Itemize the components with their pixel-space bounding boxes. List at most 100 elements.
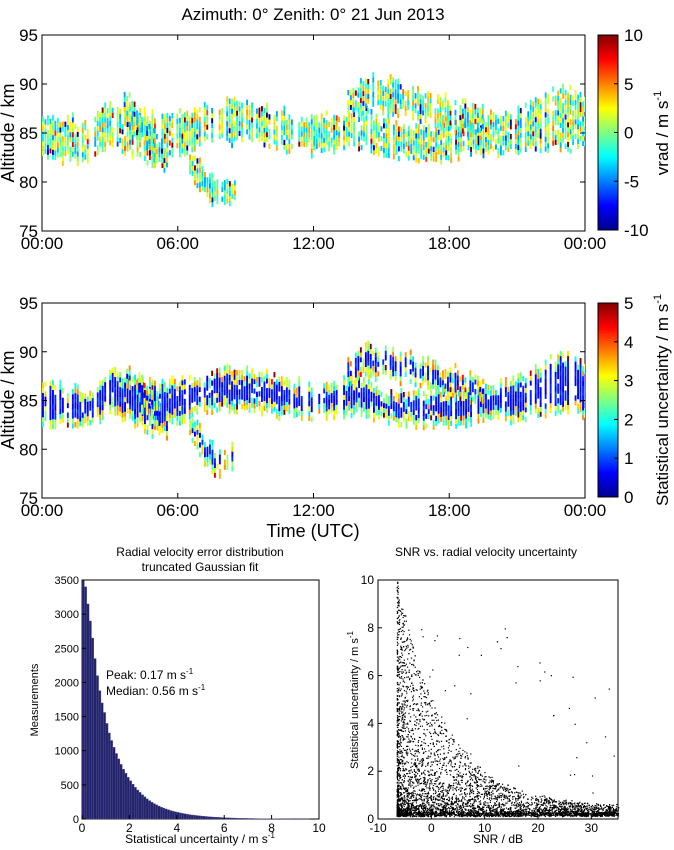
scatter-point: [448, 745, 450, 747]
data-cell: [121, 383, 124, 389]
data-cell: [343, 409, 345, 415]
data-cell: [298, 126, 301, 132]
data-cell: [305, 137, 308, 143]
data-cell: [258, 132, 261, 138]
data-cell: [439, 106, 442, 112]
data-cell: [562, 396, 564, 402]
data-cell: [228, 127, 231, 134]
data-cell: [138, 397, 141, 403]
data-cell: [189, 429, 191, 436]
data-cell: [171, 113, 174, 119]
data-cell: [71, 136, 74, 143]
data-cell: [372, 91, 375, 97]
data-cell: [462, 390, 465, 397]
data-cell: [529, 138, 532, 145]
data-cell: [42, 141, 44, 147]
histogram-bar: [197, 815, 201, 820]
scatter-point: [403, 727, 405, 729]
data-cell: [350, 383, 353, 389]
histogram-bar: [150, 801, 154, 820]
data-cell: [285, 382, 288, 388]
data-cell: [141, 399, 143, 405]
data-cell: [365, 125, 368, 131]
data-cell: [214, 190, 216, 197]
data-cell: [509, 133, 512, 140]
data-cell: [315, 143, 318, 150]
data-cell: [261, 386, 263, 393]
scatter-point: [535, 795, 537, 797]
data-cell: [129, 114, 131, 121]
data-cell: [86, 411, 89, 417]
data-cell: [562, 88, 564, 94]
data-cell: [94, 117, 97, 123]
data-cell: [569, 133, 572, 140]
data-cell: [490, 410, 492, 416]
data-cell: [325, 406, 328, 412]
data-cell: [354, 362, 357, 368]
data-cell: [534, 102, 537, 108]
data-cell: [397, 112, 400, 119]
data-cell: [352, 92, 355, 98]
scatter-point: [523, 811, 525, 813]
data-cell: [572, 100, 574, 106]
data-cell: [328, 394, 331, 400]
data-cell: [198, 401, 201, 407]
data-cell: [480, 135, 482, 141]
data-cell: [549, 388, 552, 394]
data-cell: [203, 126, 206, 132]
data-cell: [354, 352, 357, 358]
data-cell: [459, 376, 462, 382]
data-cell: [347, 90, 350, 96]
scatter-point: [409, 708, 411, 710]
data-cell: [559, 351, 562, 357]
data-cell: [163, 425, 166, 432]
data-cell: [402, 143, 405, 149]
histogram-bar: [219, 817, 222, 820]
data-cell: [384, 369, 387, 376]
data-cell: [350, 132, 353, 138]
data-cell: [198, 377, 201, 383]
vrad-colorbar-label-sup: -1: [652, 91, 664, 101]
data-cell: [517, 115, 520, 121]
data-cell: [76, 394, 79, 400]
data-cell: [360, 130, 363, 136]
data-cell: [412, 140, 415, 146]
data-cell: [266, 107, 268, 113]
data-cell: [348, 136, 350, 142]
data-cell: [193, 381, 196, 388]
data-cell: [178, 420, 181, 426]
scatter-point: [466, 793, 468, 795]
data-cell: [178, 108, 181, 114]
data-cell: [492, 394, 495, 401]
data-cell: [569, 124, 572, 130]
data-cell: [522, 414, 525, 421]
data-cell: [183, 117, 186, 123]
data-cell: [387, 118, 390, 124]
data-cell: [128, 107, 131, 113]
data-cell: [425, 403, 428, 410]
data-cell: [136, 389, 138, 395]
data-cell: [440, 402, 443, 408]
data-cell: [417, 123, 420, 130]
data-cell: [417, 398, 420, 404]
data-cell: [226, 454, 229, 461]
data-cell: [539, 148, 542, 154]
data-cell: [59, 379, 62, 385]
scatter-point: [583, 815, 585, 817]
data-cell: [84, 154, 87, 160]
data-cell: [414, 107, 417, 114]
data-cell: [131, 115, 133, 121]
data-cell: [464, 113, 467, 119]
data-cell: [537, 118, 540, 124]
data-cell: [59, 151, 62, 157]
data-cell: [141, 420, 144, 426]
data-cell: [469, 380, 472, 386]
data-cell: [123, 106, 126, 112]
data-cell: [519, 112, 522, 119]
data-cell: [404, 362, 407, 368]
data-cell: [579, 106, 582, 112]
data-cell: [168, 388, 171, 394]
data-cell: [343, 375, 345, 381]
data-cell: [466, 121, 469, 127]
data-cell: [539, 392, 542, 398]
